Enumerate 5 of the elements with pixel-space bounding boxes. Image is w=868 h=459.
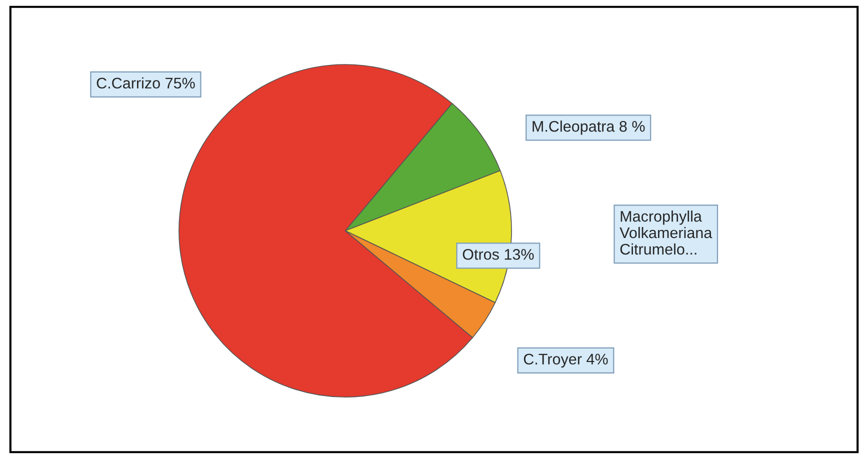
slice-label: Otros 13% <box>462 248 534 260</box>
slice-label: M.Cleopatra 8 % <box>532 120 645 135</box>
text: Macrophylla Volkameriana Citrumelo... <box>620 210 712 255</box>
slice-label: C.Troyer 4% <box>524 354 608 368</box>
slice-label: C.Carrizo 75% <box>96 77 195 89</box>
